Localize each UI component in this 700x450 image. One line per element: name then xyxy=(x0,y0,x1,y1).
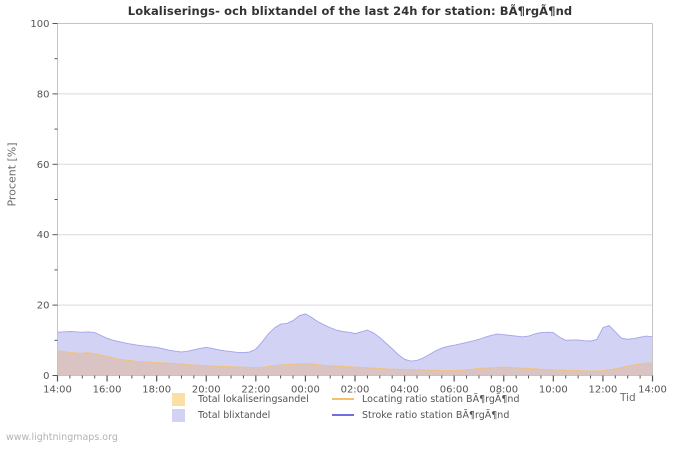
legend-label-locating-ratio: Locating ratio station BÃ¶rgÃ¶nd xyxy=(362,393,520,405)
svg-text:14:00: 14:00 xyxy=(43,385,72,396)
legend-label-stroke-ratio: Stroke ratio station BÃ¶rgÃ¶nd xyxy=(362,409,510,421)
svg-text:18:00: 18:00 xyxy=(142,385,171,396)
svg-text:04:00: 04:00 xyxy=(390,385,419,396)
chart-title: Lokaliserings- och blixtandel of the las… xyxy=(127,4,573,18)
svg-text:16:00: 16:00 xyxy=(93,385,122,396)
svg-text:02:00: 02:00 xyxy=(341,385,370,396)
svg-text:0: 0 xyxy=(43,371,49,382)
legend-line-locating-ratio xyxy=(332,398,354,400)
svg-text:22:00: 22:00 xyxy=(241,385,270,396)
svg-text:80: 80 xyxy=(37,89,50,100)
x-axis-label: Tid xyxy=(620,392,636,404)
svg-text:20:00: 20:00 xyxy=(192,385,221,396)
legend-item-total-blixtandel: Total blixtandel xyxy=(172,407,332,423)
svg-text:40: 40 xyxy=(37,230,50,241)
legend-swatch-locating-area xyxy=(172,392,185,406)
chart-legend: Total lokaliseringsandel Locating ratio … xyxy=(172,391,592,423)
legend-item-locating-ratio: Locating ratio station BÃ¶rgÃ¶nd xyxy=(332,391,592,407)
legend-item-stroke-ratio: Stroke ratio station BÃ¶rgÃ¶nd xyxy=(332,407,592,423)
legend-item-total-lokaliseringsandel: Total lokaliseringsandel xyxy=(172,391,332,407)
svg-text:10:00: 10:00 xyxy=(539,385,568,396)
svg-text:08:00: 08:00 xyxy=(489,385,518,396)
y-axis-label: Procent [%] xyxy=(5,142,19,207)
svg-text:00:00: 00:00 xyxy=(291,385,320,396)
legend-line-stroke-ratio xyxy=(332,414,354,416)
watermark: www.lightningmaps.org xyxy=(6,432,118,443)
svg-text:60: 60 xyxy=(37,160,50,171)
svg-text:100: 100 xyxy=(30,19,49,30)
svg-text:12:00: 12:00 xyxy=(589,385,618,396)
svg-text:20: 20 xyxy=(37,301,50,312)
legend-label-total-blixtandel: Total blixtandel xyxy=(198,409,271,421)
svg-text:14:00: 14:00 xyxy=(638,385,667,396)
svg-text:06:00: 06:00 xyxy=(440,385,469,396)
legend-label-total-lokaliseringsandel: Total lokaliseringsandel xyxy=(198,393,309,405)
legend-swatch-stroke-area xyxy=(172,408,185,422)
